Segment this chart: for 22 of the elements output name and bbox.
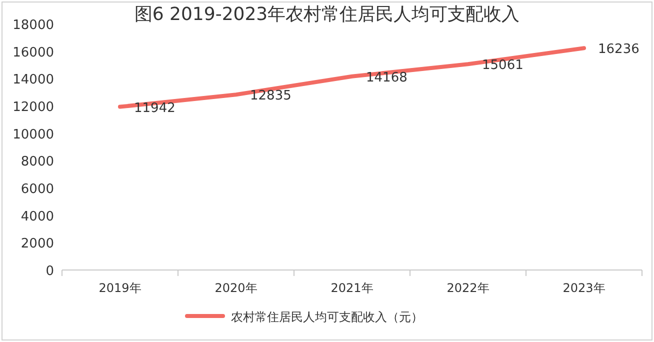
legend-label: 农村常住居民人均可支配收入（元）	[231, 310, 423, 324]
y-tick-label: 18000	[12, 18, 54, 33]
x-tick-label: 2022年	[446, 281, 490, 295]
y-tick-label: 14000	[12, 72, 54, 88]
y-tick-label: 6000	[20, 182, 54, 197]
data-label: 11942	[134, 100, 176, 116]
x-tick-label: 2023年	[562, 281, 606, 295]
y-tick-label: 2000	[20, 236, 54, 252]
y-tick-label: 16000	[12, 45, 54, 60]
x-tick-label: 2021年	[330, 281, 374, 295]
x-tick-label: 2019年	[98, 281, 142, 295]
data-label: 15061	[482, 58, 524, 74]
data-label: 12835	[250, 88, 292, 104]
data-label: 16236	[598, 42, 640, 58]
y-tick-label: 0	[46, 264, 54, 279]
x-tick-label: 2020年	[214, 281, 258, 295]
y-tick-label: 8000	[20, 154, 54, 170]
y-tick-label: 4000	[20, 209, 54, 224]
y-tick-label: 12000	[12, 100, 54, 115]
y-tick-label: 10000	[12, 127, 54, 142]
data-label: 14168	[366, 70, 408, 86]
chart-title: 图6 2019-2023年农村常住居民人均可支配收入	[134, 4, 520, 25]
